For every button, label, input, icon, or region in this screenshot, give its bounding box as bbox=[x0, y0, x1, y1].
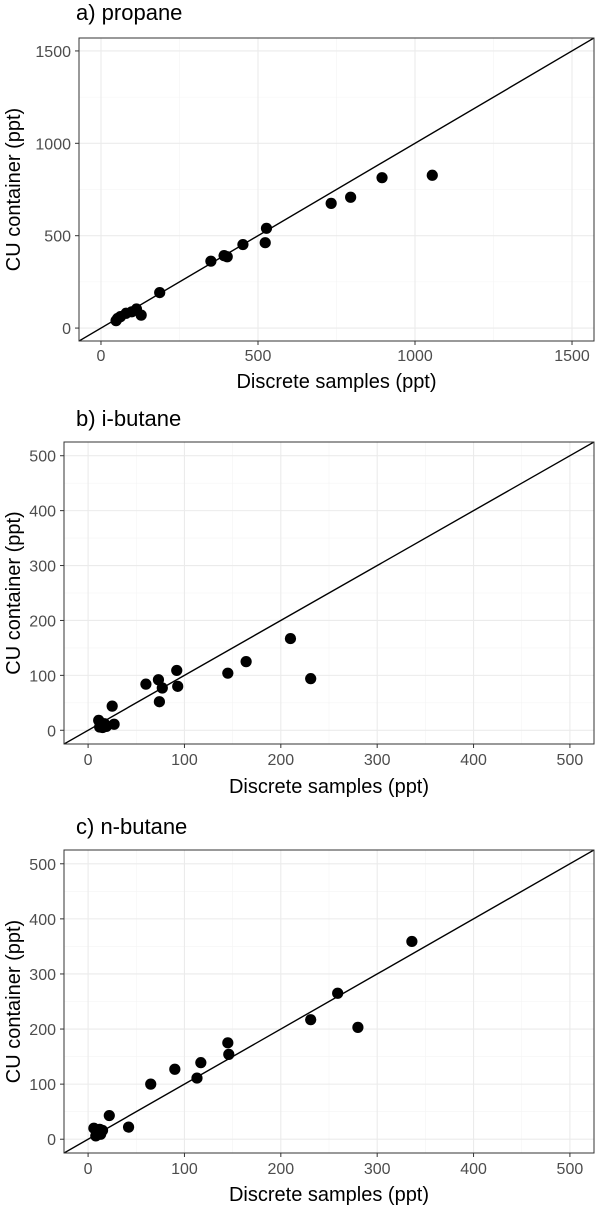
chart-title: a) propane bbox=[76, 0, 183, 25]
data-point bbox=[259, 237, 271, 249]
x-tick-label: 400 bbox=[460, 752, 487, 769]
data-point bbox=[191, 1072, 203, 1084]
x-tick-label: 500 bbox=[557, 1161, 584, 1178]
y-tick-label: 100 bbox=[29, 668, 56, 685]
data-point bbox=[222, 667, 234, 679]
chart-title: b) i-butane bbox=[76, 406, 182, 431]
data-point bbox=[122, 1121, 135, 1133]
x-tick-label: 400 bbox=[460, 1161, 487, 1178]
data-point bbox=[352, 1021, 364, 1033]
x-tick-label: 100 bbox=[171, 1161, 198, 1178]
identity-line bbox=[64, 442, 594, 744]
x-axis-title: Discrete samples (ppt) bbox=[229, 1184, 429, 1206]
data-points bbox=[110, 169, 438, 327]
identity-line bbox=[64, 850, 594, 1153]
y-tick-label: 200 bbox=[29, 1022, 56, 1039]
y-tick-label: 300 bbox=[29, 559, 56, 576]
data-point bbox=[172, 680, 184, 692]
x-axis-title: Discrete samples (ppt) bbox=[236, 371, 436, 393]
y-tick-label: 0 bbox=[62, 321, 71, 338]
data-point bbox=[332, 987, 344, 999]
data-point bbox=[221, 251, 233, 263]
data-points bbox=[88, 935, 418, 1142]
y-tick-label: 100 bbox=[29, 1077, 56, 1094]
chart-panel-propane: a) propane 0 0 500 500 1000 1000 1500 1500 Discr… bbox=[0, 0, 596, 404]
plot-frame bbox=[78, 37, 595, 342]
chart-title: c) n-butane bbox=[76, 814, 188, 839]
y-tick-label: 1500 bbox=[35, 44, 71, 61]
scatter-plot-n-butane: 0 0 100 100 200 200 300 300 400 400 500 500 Discrete… bbox=[3, 849, 595, 1206]
grid bbox=[64, 442, 594, 744]
x-tick-label: 200 bbox=[267, 752, 294, 769]
y-tick-label: 1000 bbox=[35, 136, 71, 153]
y-tick-label: 400 bbox=[29, 504, 56, 521]
y-tick-label: 500 bbox=[29, 857, 56, 874]
scatter-plot-i-butane: 0 0 100 100 200 200 300 300 400 400 500 500 Discrete… bbox=[3, 441, 595, 798]
grid bbox=[79, 38, 594, 341]
data-point bbox=[106, 700, 118, 712]
x-tick-label: 1000 bbox=[397, 348, 433, 365]
x-tick-label: 0 bbox=[97, 348, 106, 365]
data-point bbox=[222, 1037, 234, 1049]
x-tick-label: 500 bbox=[245, 348, 272, 365]
chart-panel-i-butane: b) i-butane 0 0 100 100 200 200 300 300 400 400 50… bbox=[0, 404, 596, 808]
x-tick-label: 200 bbox=[267, 1161, 294, 1178]
plot-frame bbox=[63, 441, 595, 745]
y-axis-title: CU container (ppt) bbox=[3, 108, 25, 271]
scatter-plot-propane: 0 0 500 500 1000 1000 1500 1500 Discrete samples… bbox=[3, 37, 595, 393]
data-point bbox=[305, 673, 317, 685]
data-point bbox=[135, 309, 147, 321]
y-tick-label: 0 bbox=[47, 1132, 56, 1149]
x-tick-label: 0 bbox=[84, 752, 93, 769]
data-point bbox=[156, 682, 168, 694]
data-point bbox=[96, 1124, 109, 1137]
data-point bbox=[376, 172, 388, 184]
y-tick-label: 300 bbox=[29, 967, 56, 984]
plot-frame bbox=[63, 849, 595, 1154]
data-point bbox=[260, 222, 273, 234]
x-tick-label: 0 bbox=[84, 1161, 93, 1178]
data-point bbox=[154, 286, 166, 299]
y-tick-label: 500 bbox=[44, 229, 71, 246]
data-point bbox=[108, 718, 120, 730]
data-point bbox=[223, 1048, 235, 1060]
data-point bbox=[426, 169, 438, 181]
data-point bbox=[240, 656, 252, 668]
data-point bbox=[103, 1109, 115, 1122]
x-tick-label: 300 bbox=[364, 752, 391, 769]
data-points bbox=[93, 632, 317, 734]
data-point bbox=[284, 632, 297, 645]
y-tick-label: 400 bbox=[29, 912, 56, 929]
data-point bbox=[237, 238, 249, 251]
y-axis-title: CU container (ppt) bbox=[3, 920, 25, 1083]
data-point bbox=[205, 255, 217, 267]
y-tick-label: 200 bbox=[29, 613, 56, 630]
data-point bbox=[195, 1057, 207, 1069]
data-point bbox=[406, 935, 418, 948]
data-point bbox=[345, 191, 357, 203]
data-point bbox=[153, 696, 165, 708]
y-tick-label: 0 bbox=[47, 723, 56, 740]
y-axis-title: CU container (ppt) bbox=[3, 511, 25, 674]
chart-panel-n-butane: c) n-butane 0 0 100 100 200 200 300 300 400 400 50… bbox=[0, 808, 596, 1207]
x-axis-title: Discrete samples (ppt) bbox=[229, 776, 429, 798]
x-tick-label: 300 bbox=[364, 1161, 391, 1178]
grid bbox=[64, 850, 594, 1153]
y-tick-label: 500 bbox=[29, 449, 56, 466]
data-point bbox=[325, 197, 337, 209]
data-point bbox=[169, 1063, 181, 1075]
x-tick-label: 500 bbox=[557, 752, 584, 769]
data-point bbox=[145, 1078, 157, 1090]
data-point bbox=[305, 1014, 317, 1026]
data-point bbox=[171, 664, 183, 677]
x-tick-label: 100 bbox=[171, 752, 198, 769]
x-tick-label: 1500 bbox=[554, 348, 590, 365]
data-point bbox=[140, 678, 152, 690]
